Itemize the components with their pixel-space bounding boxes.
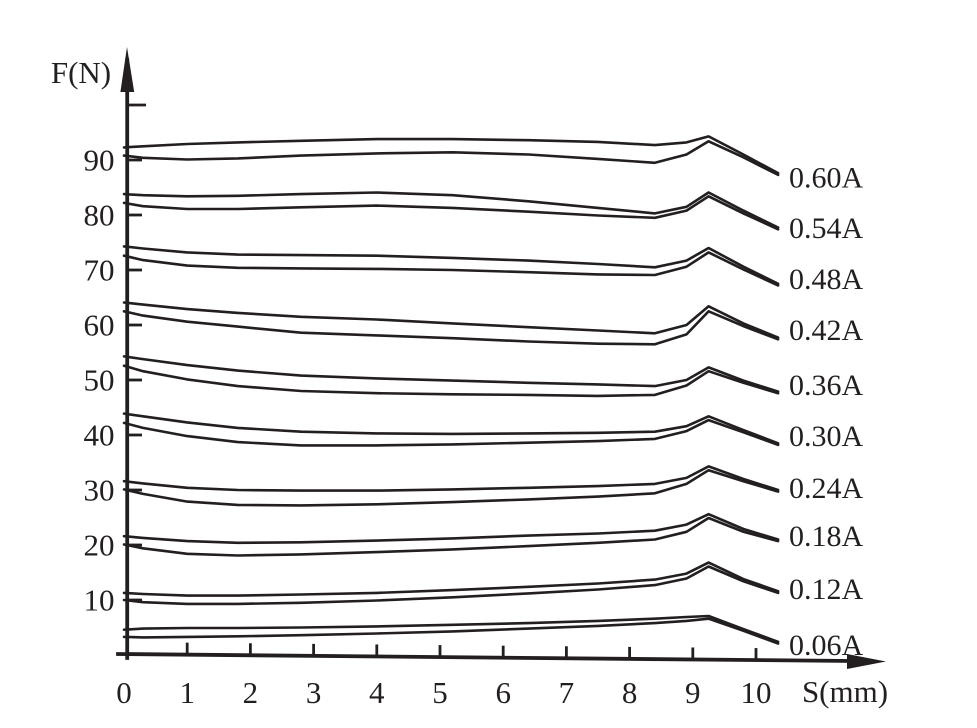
series-label-0.54A: 0.54A bbox=[789, 212, 864, 245]
series-label-0.36A: 0.36A bbox=[789, 369, 864, 402]
curve-0.42A-lower bbox=[122, 309, 780, 346]
tick-labels: 0 1 2 3 4 5 6 7 8 9 10 10 20 30 40 50 60 70 80 90 bbox=[84, 143, 772, 711]
curve-traces bbox=[122, 135, 780, 645]
x-tick-label: 0 bbox=[116, 675, 132, 710]
y-axis-title: F(N) bbox=[51, 55, 111, 90]
curve-0.36A-lower bbox=[122, 364, 780, 398]
axes bbox=[116, 47, 886, 669]
series-labels: 0.60A 0.54A 0.48A 0.42A 0.36A 0.30A 0.24A 0.18A… bbox=[789, 162, 864, 662]
x-tick-label: 6 bbox=[495, 675, 511, 710]
curve-0.24A-lower bbox=[122, 468, 780, 507]
y-tick-label: 60 bbox=[84, 308, 115, 343]
y-tick-label: 30 bbox=[84, 473, 115, 508]
y-tick-label: 20 bbox=[84, 528, 115, 563]
curve-0.24A-upper bbox=[122, 465, 780, 492]
series-label-0.48A: 0.48A bbox=[789, 263, 864, 296]
curve-0.60A-upper bbox=[122, 135, 780, 175]
curve-0.42A-upper bbox=[122, 301, 780, 339]
series-label-0.30A: 0.30A bbox=[789, 420, 864, 453]
curve-0.06A-lower bbox=[122, 617, 780, 645]
curve-0.48A-lower bbox=[122, 251, 780, 287]
y-tick-label: 70 bbox=[84, 253, 115, 288]
x-tick-label: 7 bbox=[559, 675, 575, 710]
x-tick-label: 2 bbox=[243, 675, 259, 710]
y-tick-label: 90 bbox=[84, 143, 115, 178]
series-label-0.24A: 0.24A bbox=[789, 472, 864, 505]
tick-marks bbox=[128, 103, 758, 662]
y-tick-label: 80 bbox=[84, 198, 115, 233]
curve-0.60A-lower bbox=[122, 140, 780, 177]
y-tick-label: 10 bbox=[84, 583, 115, 618]
x-tick-label: 3 bbox=[306, 675, 322, 710]
series-label-0.12A: 0.12A bbox=[789, 573, 864, 606]
x-axis-arrowhead bbox=[847, 654, 886, 669]
x-tick-label: 4 bbox=[369, 675, 385, 710]
curve-0.48A-upper bbox=[122, 245, 780, 286]
y-axis-arrowhead bbox=[120, 47, 135, 92]
series-label-0.18A: 0.18A bbox=[789, 520, 864, 553]
x-axis-title: S(mm) bbox=[802, 674, 888, 709]
series-label-0.06A: 0.06A bbox=[789, 629, 864, 662]
y-tick-label: 50 bbox=[84, 363, 115, 398]
curve-0.54A-lower bbox=[122, 195, 780, 231]
x-axis-line bbox=[116, 652, 854, 663]
curve-0.18A-lower bbox=[122, 516, 780, 557]
x-tick-label: 8 bbox=[622, 675, 638, 710]
x-tick-label: 5 bbox=[432, 675, 448, 710]
curve-0.06A-upper bbox=[122, 614, 780, 644]
x-tick-label: 9 bbox=[685, 675, 701, 710]
curve-0.36A-upper bbox=[122, 355, 780, 393]
curve-0.54A-upper bbox=[122, 191, 780, 229]
x-tick-label: 1 bbox=[179, 675, 195, 710]
curve-0.12A-lower bbox=[122, 565, 780, 606]
x-tick-label: 10 bbox=[741, 675, 772, 710]
curve-0.30A-lower bbox=[122, 418, 780, 447]
curve-0.30A-upper bbox=[122, 412, 780, 445]
series-label-0.42A: 0.42A bbox=[789, 314, 864, 347]
series-label-0.60A: 0.60A bbox=[789, 162, 864, 195]
curve-0.12A-upper bbox=[122, 561, 780, 597]
y-tick-label: 40 bbox=[84, 418, 115, 453]
curve-0.18A-upper bbox=[122, 512, 780, 545]
